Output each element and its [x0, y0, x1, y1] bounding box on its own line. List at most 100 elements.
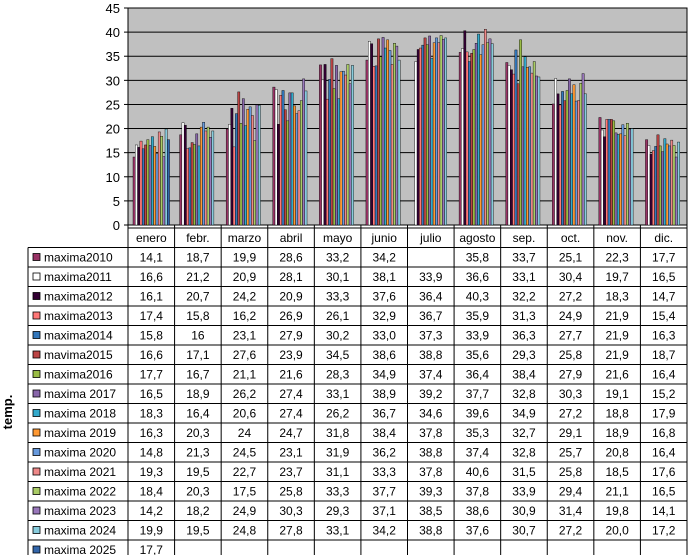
bar	[341, 70, 345, 226]
bar	[197, 145, 201, 226]
data-label: 17,4	[140, 309, 164, 323]
bar	[619, 133, 622, 226]
data-label: 21,9	[605, 329, 629, 343]
data-label: 35,9	[466, 309, 490, 323]
bar	[155, 153, 159, 226]
bar	[621, 124, 625, 226]
bar	[323, 64, 327, 226]
legend-key	[32, 409, 41, 417]
data-label: 18,3	[605, 290, 629, 304]
bar	[523, 56, 527, 226]
legend-label: maxima 2019	[44, 426, 116, 440]
bar	[164, 128, 168, 226]
bar	[477, 33, 480, 226]
y-tick-label: 45	[106, 1, 120, 16]
legend-label: maxima2014	[44, 329, 113, 343]
data-label: 37,7	[373, 485, 397, 499]
data-label: 33,3	[373, 465, 397, 479]
data-label: 14,8	[140, 446, 164, 460]
bar	[160, 136, 163, 226]
bar	[630, 128, 634, 226]
bar	[507, 65, 511, 226]
data-label: 31,5	[512, 465, 536, 479]
bar	[607, 119, 611, 226]
bar	[209, 137, 212, 226]
data-label: 37,4	[419, 368, 443, 382]
bar	[186, 148, 189, 226]
data-label: 16,8	[652, 426, 676, 440]
bar	[328, 79, 331, 226]
data-label: 17,9	[652, 407, 676, 421]
legend-label: maxima2013	[44, 309, 113, 323]
bar	[377, 38, 380, 226]
data-label: 30,3	[279, 504, 303, 518]
data-label: 26,2	[233, 387, 257, 401]
data-label: 33,1	[512, 270, 536, 284]
bar	[461, 48, 464, 226]
bar	[479, 54, 483, 226]
category-label: marzo	[228, 231, 262, 245]
bar	[614, 132, 618, 226]
data-label: 18,2	[186, 504, 210, 518]
legend-key	[32, 506, 41, 515]
data-label: 39,2	[419, 387, 443, 401]
data-label: 39,6	[466, 407, 490, 421]
data-label: 31,8	[326, 426, 350, 440]
data-label: 23,1	[233, 329, 257, 343]
bar	[195, 133, 199, 226]
bar	[279, 95, 283, 226]
data-label: 16,2	[233, 309, 257, 323]
bar	[672, 145, 676, 226]
data-label: 20,3	[186, 485, 210, 499]
bar	[368, 41, 371, 226]
bar	[288, 92, 292, 226]
data-label: 30,7	[512, 524, 536, 538]
bars	[132, 29, 680, 226]
plot-area	[127, 7, 688, 226]
data-label: 37,8	[419, 426, 443, 440]
data-label: 32,7	[512, 426, 536, 440]
bar	[414, 61, 418, 226]
bar	[290, 92, 294, 226]
data-label: 25,1	[559, 251, 583, 265]
data-label: 15,8	[140, 329, 164, 343]
bar	[661, 151, 664, 226]
data-label: 16,6	[140, 270, 164, 284]
bar	[235, 113, 238, 226]
data-label: 24	[238, 426, 252, 440]
bar	[563, 100, 567, 226]
data-label: 28,1	[279, 270, 303, 284]
data-label: 18,9	[605, 426, 629, 440]
data-label: 19,9	[233, 251, 257, 265]
data-label: 37,8	[419, 465, 443, 479]
data-label: 19,7	[605, 270, 629, 284]
data-label: 33,3	[326, 290, 350, 304]
bar	[532, 61, 536, 226]
data-label: 16,4	[652, 368, 676, 382]
category-label: sep.	[513, 231, 536, 245]
data-label: 35,3	[466, 426, 490, 440]
y-axis-label: temp.	[0, 395, 15, 430]
bar	[558, 104, 562, 226]
bar	[416, 49, 420, 226]
data-label: 23,7	[279, 465, 303, 479]
bar	[598, 117, 602, 226]
legend-key	[32, 526, 41, 534]
y-tick-label: 0	[113, 218, 120, 233]
data-label: 18,7	[652, 348, 676, 362]
bar	[211, 130, 215, 226]
data-label: 30,4	[559, 270, 583, 284]
y-tick-label: 40	[106, 25, 120, 40]
data-label: 29,3	[512, 348, 536, 362]
bar	[663, 138, 667, 226]
bar	[239, 123, 243, 226]
bar	[237, 91, 241, 226]
data-label: 27,2	[559, 524, 583, 538]
bar	[272, 86, 276, 226]
data-table: enero febr. marzo abril mayo junio julio agosto…	[27, 225, 688, 555]
data-label: 40,6	[466, 465, 490, 479]
bar	[649, 153, 653, 226]
bar	[388, 50, 392, 226]
data-label: 37,3	[419, 329, 443, 343]
data-label: 20,6	[233, 407, 257, 421]
